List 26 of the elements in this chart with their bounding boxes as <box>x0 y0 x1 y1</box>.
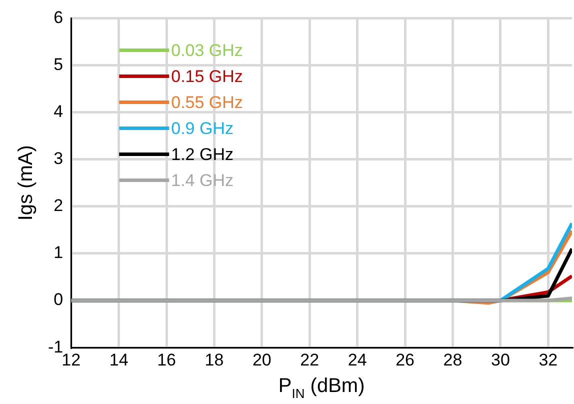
legend-label: 0.15 GHz <box>171 66 243 86</box>
x-tick-label: 22 <box>300 350 320 370</box>
y-tick-label: 4 <box>54 102 64 121</box>
legend-label: 1.4 GHz <box>171 170 234 190</box>
x-tick-label: 20 <box>252 350 272 370</box>
x-tick-label: 28 <box>443 350 462 370</box>
legend-label: 0.55 GHz <box>171 92 243 112</box>
x-tick-label: 16 <box>157 350 176 370</box>
y-tick-label: 5 <box>54 54 64 74</box>
x-tick-label: 26 <box>396 350 414 370</box>
legend-label: 0.9 GHz <box>171 118 234 138</box>
x-tick-label: 12 <box>62 350 81 370</box>
legend-label: 1.2 GHz <box>171 144 234 164</box>
y-tick-label: 1 <box>54 243 64 262</box>
y-tick-label: 3 <box>54 149 64 168</box>
x-tick-label: 18 <box>204 350 224 370</box>
y-axis-title: Igs (mA) <box>15 145 37 221</box>
x-tick-label: 14 <box>109 350 128 370</box>
y-tick-label: 6 <box>54 8 64 27</box>
y-tick-label: 0 <box>54 290 64 310</box>
y-tick-label: 2 <box>54 196 64 216</box>
y-tick-label: -1 <box>48 337 64 356</box>
x-tick-label: 30 <box>490 350 510 370</box>
x-tick-label: 32 <box>538 350 558 370</box>
legend-label: 0.03 GHz <box>171 40 243 60</box>
x-tick-label: 24 <box>348 350 367 370</box>
